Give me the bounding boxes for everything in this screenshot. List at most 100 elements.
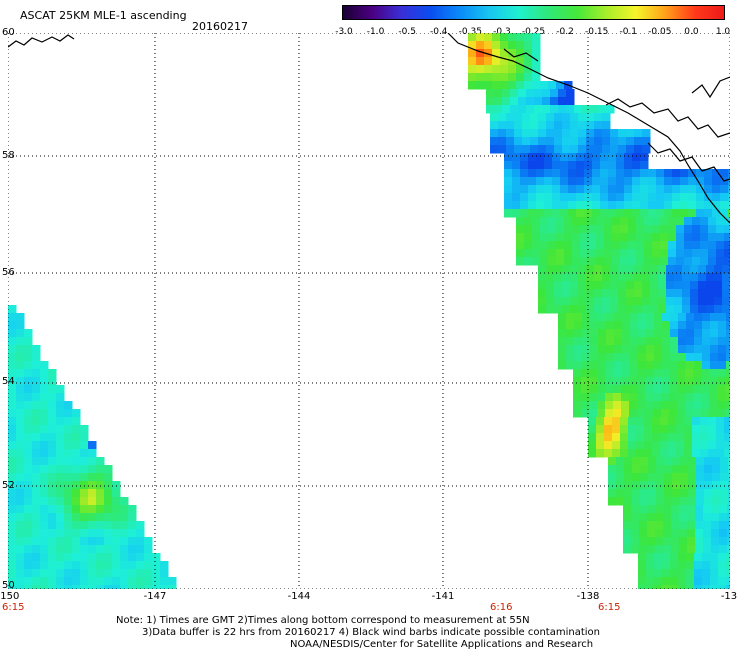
swath-cell xyxy=(24,345,33,354)
swath-cell xyxy=(580,257,589,266)
swath-cell xyxy=(726,585,730,589)
swath-cell xyxy=(592,201,601,210)
swath-cell xyxy=(605,401,614,410)
swath-cell xyxy=(696,169,705,178)
swath-cell xyxy=(614,313,623,322)
swath-cell xyxy=(578,113,587,122)
swath-cell xyxy=(710,553,719,562)
swath-cell xyxy=(644,257,653,266)
swath-cell xyxy=(671,505,680,514)
swath-cell xyxy=(24,393,33,402)
swath-cell xyxy=(636,217,645,226)
swath-cell xyxy=(677,385,686,394)
swath-cell xyxy=(8,473,17,482)
swath-cell xyxy=(566,321,575,330)
swath-cell xyxy=(558,97,567,106)
swath-cell xyxy=(656,185,665,194)
swath-cell xyxy=(604,417,613,426)
swath-cell xyxy=(48,409,57,418)
swath-cell xyxy=(700,225,709,234)
swath-cell xyxy=(112,505,121,514)
swath-cell xyxy=(648,481,657,490)
swath-cell xyxy=(694,313,703,322)
swath-cell xyxy=(64,577,73,586)
swath-cell xyxy=(612,233,621,242)
swath-cell xyxy=(532,217,541,226)
swath-cell xyxy=(684,241,693,250)
swath-cell xyxy=(616,153,625,162)
swath-cell xyxy=(8,561,17,570)
swath-cell xyxy=(642,273,651,282)
swath-cell xyxy=(670,345,679,354)
swath-cell xyxy=(538,265,547,274)
swath-cell xyxy=(594,121,603,130)
swath-cell xyxy=(152,577,161,586)
swath-cell xyxy=(530,113,539,122)
swath-cell xyxy=(64,401,73,410)
swath-cell xyxy=(680,201,689,210)
swath-cell xyxy=(608,457,617,466)
swath-cell xyxy=(512,209,521,218)
swath-cell xyxy=(711,513,720,522)
swath-cell xyxy=(24,553,33,562)
swath-cell xyxy=(702,321,711,330)
swath-cell xyxy=(712,177,721,186)
swath-cell xyxy=(678,361,687,370)
swath-cell xyxy=(604,233,613,242)
swath-cell xyxy=(558,337,567,346)
swath-cell xyxy=(510,97,519,106)
swath-cell xyxy=(710,561,719,570)
swath-cell xyxy=(88,505,97,514)
swath-cell xyxy=(716,241,725,250)
swath-cell xyxy=(16,361,25,370)
swath-cell xyxy=(582,105,591,114)
swath-cell xyxy=(532,73,541,82)
swath-cell xyxy=(700,241,709,250)
swath-cell xyxy=(718,561,727,570)
swath-cell xyxy=(548,225,557,234)
swath-cell xyxy=(16,521,25,530)
swath-cell xyxy=(692,233,701,242)
swath-cell xyxy=(136,585,145,589)
swath-cell xyxy=(588,441,597,450)
swath-cell xyxy=(653,409,662,418)
swath-cell xyxy=(634,129,643,138)
swath-cell xyxy=(644,233,653,242)
swath-cell xyxy=(629,369,638,378)
swath-cell xyxy=(719,513,728,522)
swath-cell xyxy=(694,553,703,562)
swath-cell xyxy=(534,89,543,98)
swath-cell xyxy=(654,329,663,338)
swath-cell xyxy=(686,321,695,330)
coastline-segment xyxy=(503,48,539,62)
swath-cell xyxy=(96,473,105,482)
swath-cell xyxy=(56,577,65,586)
swath-cell xyxy=(568,185,577,194)
swath-cell xyxy=(626,289,635,298)
swath-cell xyxy=(16,465,25,474)
colorbar-tick-label: -0.15 xyxy=(585,27,609,37)
swath-cell xyxy=(32,537,41,546)
swath-cell xyxy=(620,417,629,426)
swath-cell xyxy=(703,529,712,538)
swath-cell xyxy=(632,473,641,482)
swath-cell xyxy=(32,481,41,490)
swath-cell xyxy=(16,553,25,562)
swath-cell xyxy=(653,377,662,386)
swath-cell xyxy=(602,281,611,290)
swath-cell xyxy=(8,441,17,450)
swath-cell xyxy=(128,569,137,578)
swath-cell xyxy=(596,217,605,226)
colorbar xyxy=(342,5,725,20)
swath-cell xyxy=(704,209,713,218)
swath-cell xyxy=(700,249,709,258)
swath-cell xyxy=(588,241,597,250)
swath-cell xyxy=(685,377,694,386)
swath-cell xyxy=(492,41,501,50)
swath-cell xyxy=(588,449,597,458)
swath-cell xyxy=(624,457,633,466)
swath-cell xyxy=(688,481,697,490)
swath-cell xyxy=(8,537,17,546)
swath-cell xyxy=(655,513,664,522)
swath-cell xyxy=(24,433,33,442)
